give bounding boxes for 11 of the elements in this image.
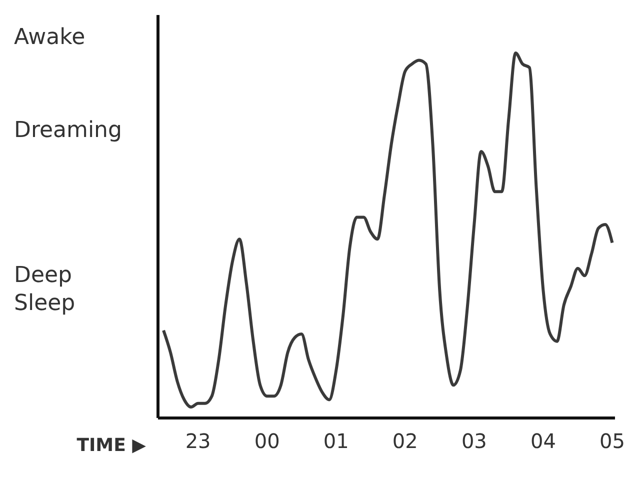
text: Awake <box>14 24 86 52</box>
text: Deep Sleep <box>14 262 76 318</box>
x-tick-label: 03 <box>461 429 487 454</box>
text: Dreaming <box>14 117 122 145</box>
x-tick-label: 01 <box>323 429 349 454</box>
x-axis-title: TIME ▶ <box>76 435 146 456</box>
x-tick-label: 02 <box>392 429 418 454</box>
x-tick-label: 00 <box>254 429 280 454</box>
x-tick-label: 05 <box>600 429 625 454</box>
x-tick-label: 04 <box>530 429 556 454</box>
x-tick-label: 23 <box>185 429 211 454</box>
